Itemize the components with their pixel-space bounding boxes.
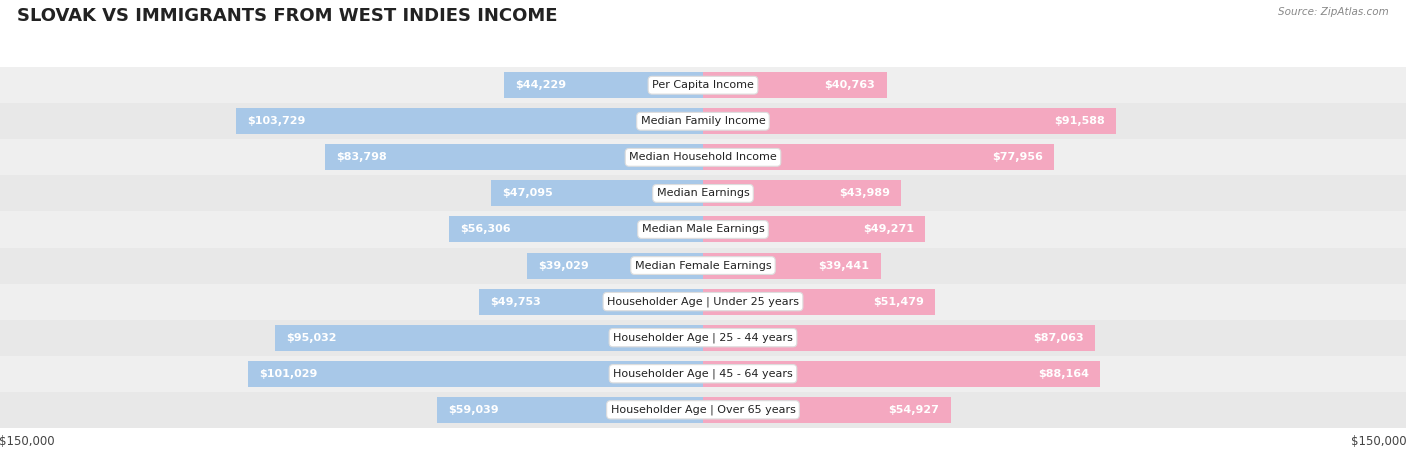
Text: $101,029: $101,029 xyxy=(259,369,318,379)
Bar xyxy=(0,212,1406,248)
Text: Source: ZipAtlas.com: Source: ZipAtlas.com xyxy=(1278,7,1389,17)
Text: Householder Age | 25 - 44 years: Householder Age | 25 - 44 years xyxy=(613,333,793,343)
Text: Median Female Earnings: Median Female Earnings xyxy=(634,261,772,270)
Bar xyxy=(0,67,1406,103)
Bar xyxy=(0,319,1406,356)
Text: Median Family Income: Median Family Income xyxy=(641,116,765,126)
Bar xyxy=(0,392,1406,428)
Bar xyxy=(703,217,925,242)
Bar xyxy=(491,180,703,206)
Bar xyxy=(479,289,703,315)
Text: Householder Age | Over 65 years: Householder Age | Over 65 years xyxy=(610,404,796,415)
Text: $103,729: $103,729 xyxy=(247,116,305,126)
Text: $39,441: $39,441 xyxy=(818,261,869,270)
Bar xyxy=(703,72,887,98)
Text: $95,032: $95,032 xyxy=(285,333,336,343)
Text: $40,763: $40,763 xyxy=(825,80,876,90)
Text: $47,095: $47,095 xyxy=(502,188,553,198)
Bar xyxy=(703,361,1101,387)
Bar xyxy=(247,361,703,387)
Text: $91,588: $91,588 xyxy=(1053,116,1105,126)
Bar xyxy=(450,217,703,242)
Bar xyxy=(325,144,703,170)
Bar xyxy=(0,356,1406,392)
Bar xyxy=(703,289,935,315)
Text: $43,989: $43,989 xyxy=(839,188,890,198)
Bar xyxy=(0,176,1406,212)
Text: Median Household Income: Median Household Income xyxy=(628,152,778,163)
Bar xyxy=(0,248,1406,283)
Text: $56,306: $56,306 xyxy=(461,225,512,234)
Text: Median Earnings: Median Earnings xyxy=(657,188,749,198)
Bar xyxy=(0,139,1406,176)
Text: $49,271: $49,271 xyxy=(863,225,914,234)
Bar xyxy=(703,180,901,206)
Bar xyxy=(437,397,703,423)
Text: $83,798: $83,798 xyxy=(336,152,388,163)
Text: $49,753: $49,753 xyxy=(491,297,541,307)
Text: $88,164: $88,164 xyxy=(1038,369,1090,379)
Bar xyxy=(503,72,703,98)
Text: $54,927: $54,927 xyxy=(889,405,939,415)
Text: $51,479: $51,479 xyxy=(873,297,924,307)
Bar xyxy=(703,253,880,278)
Bar xyxy=(527,253,703,278)
Text: $87,063: $87,063 xyxy=(1033,333,1084,343)
Text: Householder Age | Under 25 years: Householder Age | Under 25 years xyxy=(607,297,799,307)
Bar xyxy=(703,144,1054,170)
Text: Per Capita Income: Per Capita Income xyxy=(652,80,754,90)
Text: SLOVAK VS IMMIGRANTS FROM WEST INDIES INCOME: SLOVAK VS IMMIGRANTS FROM WEST INDIES IN… xyxy=(17,7,557,25)
Bar xyxy=(0,283,1406,319)
Text: $77,956: $77,956 xyxy=(993,152,1043,163)
Bar xyxy=(0,103,1406,139)
Bar xyxy=(703,108,1116,134)
Bar xyxy=(703,397,950,423)
Text: $59,039: $59,039 xyxy=(449,405,499,415)
Bar xyxy=(236,108,703,134)
Text: $44,229: $44,229 xyxy=(515,80,567,90)
Text: Median Male Earnings: Median Male Earnings xyxy=(641,225,765,234)
Bar xyxy=(703,325,1095,351)
Text: $39,029: $39,029 xyxy=(538,261,589,270)
Text: Householder Age | 45 - 64 years: Householder Age | 45 - 64 years xyxy=(613,368,793,379)
Bar xyxy=(274,325,703,351)
